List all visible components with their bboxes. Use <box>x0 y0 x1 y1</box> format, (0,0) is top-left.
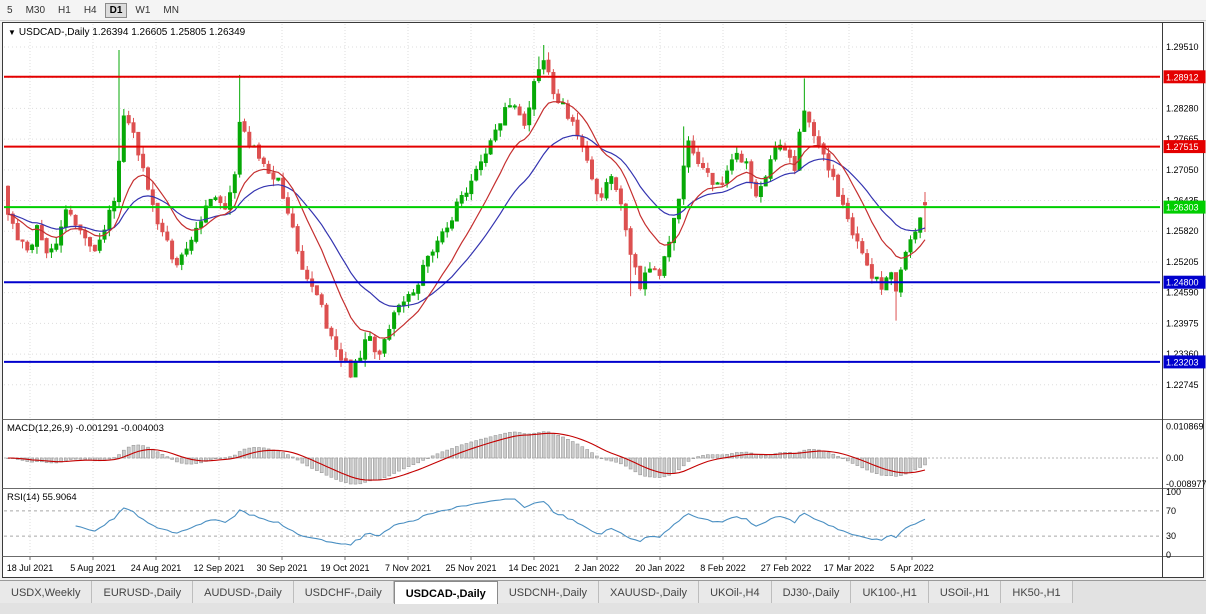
timeframe-button-d1[interactable]: D1 <box>104 2 128 18</box>
chart-tab-hk50-h1[interactable]: HK50-,H1 <box>1001 581 1073 603</box>
svg-text:1.28912: 1.28912 <box>1166 72 1199 82</box>
chart-tabs: USDX,Weekly EURUSD-,Daily AUDUSD-,Daily USD… <box>0 581 1073 604</box>
svg-text:19 Oct 2021: 19 Oct 2021 <box>320 563 369 573</box>
svg-text:5 Apr 2022: 5 Apr 2022 <box>890 563 934 573</box>
svg-text:20 Jan 2022: 20 Jan 2022 <box>635 563 685 573</box>
svg-text:-0.008977: -0.008977 <box>1166 479 1206 489</box>
svg-text:0: 0 <box>1166 550 1171 560</box>
svg-text:8 Feb 2022: 8 Feb 2022 <box>700 563 746 573</box>
timeframe-button-5[interactable]: 5 <box>7 4 13 16</box>
chart-tabs-bar: USDX,Weekly EURUSD-,Daily AUDUSD-,Daily USD… <box>0 580 1206 614</box>
svg-text:1.25820: 1.25820 <box>1166 226 1199 236</box>
date-axis: 18 Jul 2021 5 Aug 2021 24 Aug 2021 12 Sep 2… <box>7 557 934 573</box>
svg-text:1.28280: 1.28280 <box>1166 103 1199 113</box>
macd-indicator-title: MACD(12,26,9) -0.001291 -0.004003 <box>7 423 164 434</box>
chart-title: ▼ USDCAD-,Daily 1.26394 1.26605 1.25805 1… <box>8 27 245 38</box>
chart-tab-usoil-h1[interactable]: USOil-,H1 <box>928 581 1002 603</box>
timeframe-toolbar: 5 M30 H1 H4 D1 W1 MN <box>0 0 1206 21</box>
timeframe-button-w1[interactable]: W1 <box>135 4 151 16</box>
svg-text:1.25205: 1.25205 <box>1166 257 1199 267</box>
svg-text:25 Nov 2021: 25 Nov 2021 <box>445 563 496 573</box>
chart-tab-eurusd-daily[interactable]: EURUSD-,Daily <box>92 581 194 603</box>
moving-averages-layer <box>7 101 926 339</box>
rsi-pane <box>4 498 1160 546</box>
timeframe-button-h1[interactable]: H1 <box>58 4 71 16</box>
svg-text:1.24590: 1.24590 <box>1166 288 1199 298</box>
chart-tab-usdcad-daily[interactable]: USDCAD-,Daily <box>393 581 498 604</box>
timeframe-button-h4[interactable]: H4 <box>83 4 97 16</box>
timeframe-buttons: 5 M30 H1 H4 D1 W1 MN <box>2 2 187 18</box>
chart-tab-xauusd-daily[interactable]: XAUUSD-,Daily <box>599 581 700 603</box>
svg-text:0.010869: 0.010869 <box>1166 422 1204 432</box>
macd-pane <box>4 431 1160 485</box>
svg-text:1.23975: 1.23975 <box>1166 318 1199 328</box>
svg-text:100: 100 <box>1166 487 1181 497</box>
svg-text:30 Sep 2021: 30 Sep 2021 <box>256 563 307 573</box>
chart-canvas[interactable]: 1.295101.288951.282801.276651.270501.264… <box>0 0 1206 580</box>
chart-frame <box>2 22 1204 578</box>
svg-text:30: 30 <box>1166 531 1176 541</box>
svg-text:17 Mar 2022: 17 Mar 2022 <box>824 563 875 573</box>
svg-text:1.27665: 1.27665 <box>1166 134 1199 144</box>
svg-text:18 Jul 2021: 18 Jul 2021 <box>7 563 54 573</box>
svg-text:7 Nov 2021: 7 Nov 2021 <box>385 563 431 573</box>
svg-text:1.22745: 1.22745 <box>1166 380 1199 390</box>
chart-tab-usdcnh-daily[interactable]: USDCNH-,Daily <box>497 581 600 603</box>
timeframe-button-mn[interactable]: MN <box>163 4 179 16</box>
chart-tab-usdx-weekly[interactable]: USDX,Weekly <box>0 581 93 603</box>
chart-tab-dj30-daily[interactable]: DJ30-,Daily <box>771 581 852 603</box>
svg-text:1.26435: 1.26435 <box>1166 196 1199 206</box>
svg-text:2 Jan 2022: 2 Jan 2022 <box>575 563 620 573</box>
timeframe-button-m30[interactable]: M30 <box>25 4 46 16</box>
rsi-indicator-title: RSI(14) 55.9064 <box>7 492 77 503</box>
chart-tab-uk100-h1[interactable]: UK100-,H1 <box>851 581 929 603</box>
svg-text:1.27515: 1.27515 <box>1166 142 1199 152</box>
pane-separators <box>2 22 1204 578</box>
support-resistance-lines[interactable] <box>4 75 1160 363</box>
svg-text:5 Aug 2021: 5 Aug 2021 <box>70 563 116 573</box>
symbol-dropdown-icon[interactable]: ▼ <box>8 28 16 37</box>
chart-tab-audusd-daily[interactable]: AUDUSD-,Daily <box>193 581 294 603</box>
svg-text:1.23360: 1.23360 <box>1166 349 1199 359</box>
svg-text:70: 70 <box>1166 506 1176 516</box>
chart-tab-ukoil-h4[interactable]: UKOil-,H4 <box>699 581 772 603</box>
svg-text:0.00: 0.00 <box>1166 453 1184 463</box>
svg-text:27 Feb 2022: 27 Feb 2022 <box>761 563 812 573</box>
svg-text:12 Sep 2021: 12 Sep 2021 <box>193 563 244 573</box>
svg-text:14 Dec 2021: 14 Dec 2021 <box>508 563 559 573</box>
price-axis: 1.295101.288951.282801.276651.270501.264… <box>1163 42 1206 560</box>
svg-text:1.29510: 1.29510 <box>1166 42 1199 52</box>
svg-text:1.23203: 1.23203 <box>1166 357 1199 367</box>
svg-text:1.27050: 1.27050 <box>1166 165 1199 175</box>
svg-text:1.26303: 1.26303 <box>1166 203 1199 213</box>
svg-text:1.24800: 1.24800 <box>1166 278 1199 288</box>
chart-title-text: USDCAD-,Daily 1.26394 1.26605 1.25805 1.… <box>18 27 246 38</box>
chart-tab-usdchf-daily[interactable]: USDCHF-,Daily <box>293 581 394 603</box>
svg-text:24 Aug 2021: 24 Aug 2021 <box>131 563 182 573</box>
